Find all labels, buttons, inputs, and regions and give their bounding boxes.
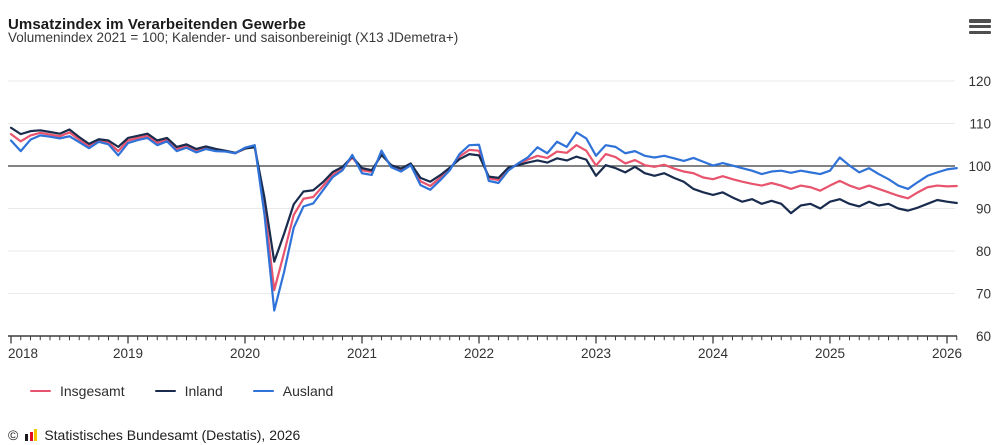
svg-text:100: 100 <box>968 159 991 174</box>
legend-label: Insgesamt <box>60 383 125 399</box>
svg-text:80: 80 <box>976 244 991 259</box>
legend-label: Ausland <box>282 383 334 399</box>
svg-text:2024: 2024 <box>698 346 729 361</box>
svg-text:90: 90 <box>976 201 991 216</box>
legend-item-inland[interactable]: Inland <box>154 383 223 399</box>
page-title: Umsatzindex im Verarbeitenden Gewerbe <box>8 16 306 34</box>
line-chart: 2018 2019 2020 2021 2022 2023 2024 2025 2026 60 70… <box>8 74 991 361</box>
page-subtitle: Volumenindex 2021 = 100; Kalender- und s… <box>8 30 459 45</box>
svg-text:2025: 2025 <box>815 346 845 361</box>
ausland-line-swatch <box>252 389 274 393</box>
chart-legend: Insgesamt Inland Ausland <box>30 383 333 399</box>
menu-bar <box>969 19 991 23</box>
svg-text:110: 110 <box>969 116 991 131</box>
svg-text:70: 70 <box>976 286 991 301</box>
inland-line-swatch <box>154 389 176 393</box>
svg-text:2019: 2019 <box>113 346 143 361</box>
hamburger-menu-icon[interactable] <box>968 16 992 40</box>
svg-text:2020: 2020 <box>230 346 260 361</box>
chart-plot-area: 2018 2019 2020 2021 2022 2023 2024 2025 2026 60 70… <box>8 74 991 361</box>
svg-text:2022: 2022 <box>464 346 494 361</box>
destatis-logo-icon <box>25 429 38 441</box>
copyright-symbol: © <box>8 427 19 443</box>
source-text: Statistisches Bundesamt (Destatis), 2026 <box>44 427 301 443</box>
svg-text:2018: 2018 <box>8 346 38 361</box>
svg-text:60: 60 <box>976 329 991 344</box>
svg-text:120: 120 <box>968 74 991 89</box>
legend-item-ausland[interactable]: Ausland <box>252 383 334 399</box>
legend-item-insgesamt[interactable]: Insgesamt <box>30 383 125 399</box>
menu-bar <box>969 25 991 29</box>
svg-text:2026: 2026 <box>932 346 962 361</box>
source-attribution: © Statistisches Bundesamt (Destatis), 20… <box>8 427 300 443</box>
insgesamt-line-swatch <box>30 389 51 393</box>
svg-text:2021: 2021 <box>347 346 377 361</box>
svg-text:2023: 2023 <box>581 346 611 361</box>
legend-label: Inland <box>184 383 223 399</box>
menu-bar <box>969 30 991 35</box>
